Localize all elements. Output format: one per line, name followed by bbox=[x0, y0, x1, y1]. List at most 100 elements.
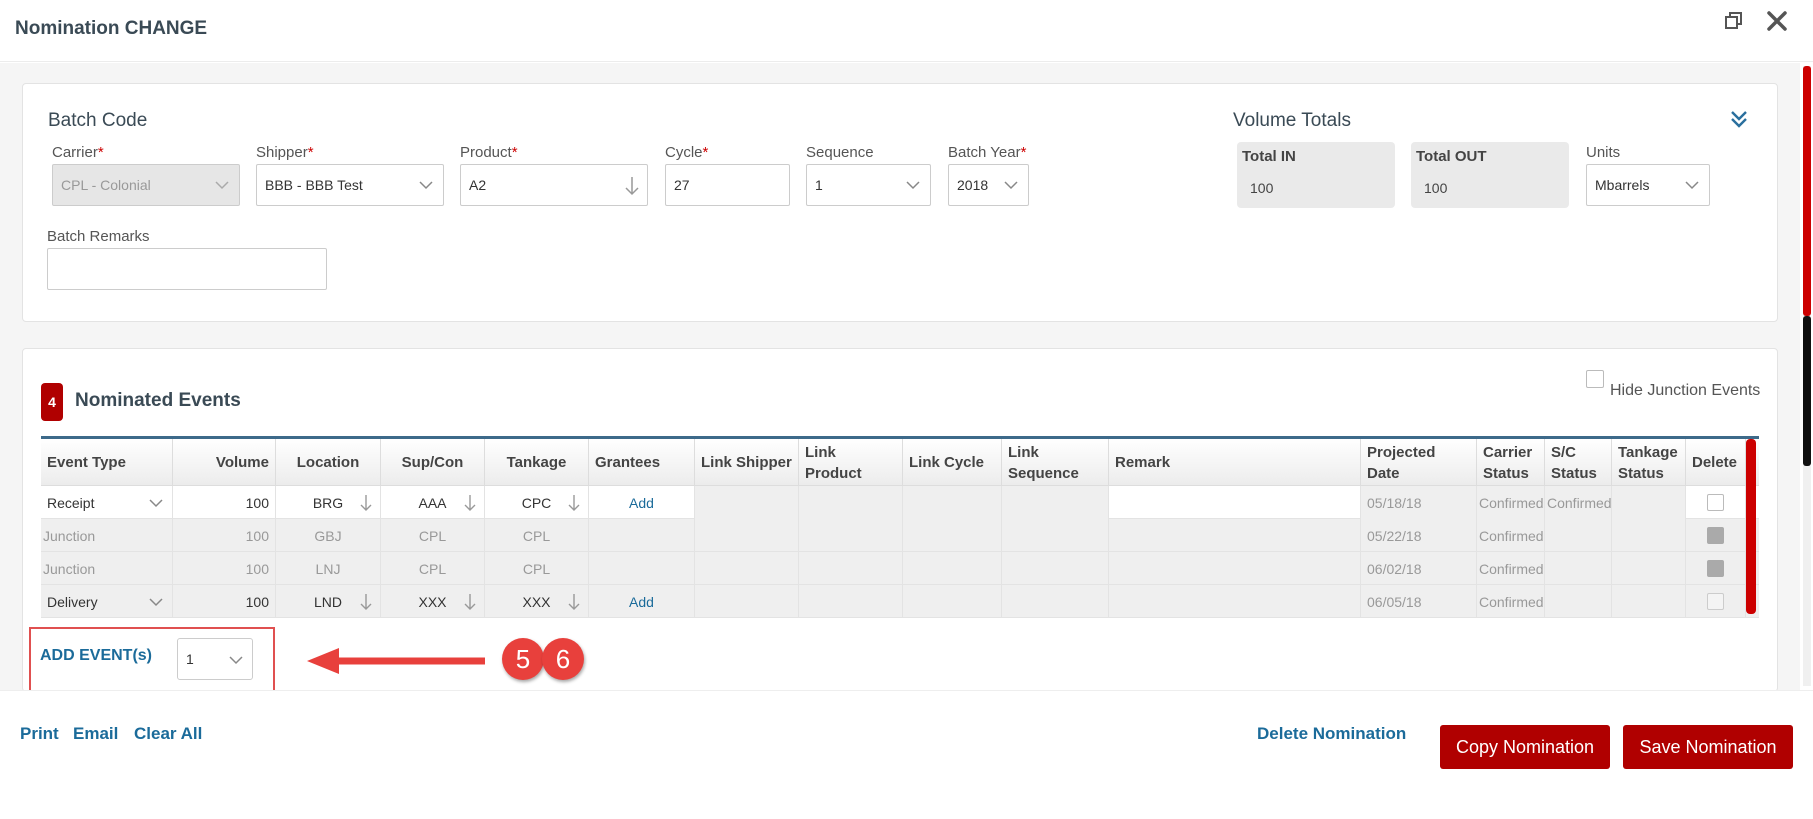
product-lookup[interactable]: A2 bbox=[460, 164, 648, 206]
grid-header: Event Type Volume Location Sup/Con Tanka… bbox=[41, 439, 1759, 486]
cycle-input[interactable]: 27 bbox=[665, 164, 790, 206]
hide-junction-checkbox[interactable] bbox=[1586, 370, 1604, 388]
grid-scrollbar[interactable] bbox=[1746, 439, 1756, 614]
batch-remarks-label: Batch Remarks bbox=[47, 228, 150, 245]
col-carrier-status[interactable]: Carrier Status bbox=[1477, 439, 1545, 486]
col-link-sequence[interactable]: Link Sequence bbox=[1002, 439, 1109, 486]
grantees-add-link[interactable]: Add bbox=[589, 585, 695, 618]
carrier-status-cell: Confirmed bbox=[1477, 486, 1545, 519]
col-volume[interactable]: Volume bbox=[173, 439, 276, 486]
carrier-status-cell: Confirmed bbox=[1477, 552, 1545, 585]
delete-checkbox-cell[interactable] bbox=[1686, 585, 1746, 618]
delete-checkbox[interactable] bbox=[1707, 593, 1724, 610]
callout-step-6: 6 bbox=[542, 638, 584, 680]
col-link-product[interactable]: Link Product bbox=[799, 439, 903, 486]
volume-cell[interactable]: 100 bbox=[173, 486, 276, 519]
collapse-chevrons-icon[interactable] bbox=[1728, 108, 1750, 130]
tankage-cell: CPL bbox=[485, 519, 589, 552]
delete-checkbox-cell bbox=[1686, 519, 1746, 552]
table-row: Receipt 100 BRG AAA CPC Add 05/18/18 Con… bbox=[41, 486, 1759, 519]
hide-junction-toggle[interactable]: Hide Junction Events bbox=[1586, 370, 1760, 399]
location-cell[interactable]: LND bbox=[276, 585, 381, 618]
email-link[interactable]: Email bbox=[73, 724, 119, 743]
sequence-select[interactable]: 1 bbox=[806, 164, 931, 206]
sc-status-cell bbox=[1545, 585, 1612, 618]
table-row: Junction 100 GBJ CPL CPL 05/22/18 Confir… bbox=[41, 519, 1759, 552]
cycle-label: Cycle* bbox=[665, 144, 709, 161]
link-shipper-cell bbox=[695, 552, 799, 585]
window-title: Nomination CHANGE bbox=[15, 18, 208, 39]
col-event-type[interactable]: Event Type bbox=[41, 439, 173, 486]
arrow-down-icon bbox=[360, 495, 372, 511]
total-in-value: 100 bbox=[1250, 180, 1274, 196]
arrow-down-icon bbox=[568, 594, 580, 610]
col-projected-date[interactable]: Projected Date bbox=[1361, 439, 1477, 486]
col-tankage-status[interactable]: Tankage Status bbox=[1612, 439, 1686, 486]
tankage-status-cell bbox=[1612, 519, 1686, 552]
chevron-down-icon bbox=[1685, 181, 1699, 190]
arrow-down-icon bbox=[464, 495, 476, 511]
grantees-cell bbox=[589, 552, 695, 585]
supcon-cell[interactable]: AAA bbox=[381, 486, 485, 519]
col-location[interactable]: Location bbox=[276, 439, 381, 486]
col-delete[interactable]: Delete bbox=[1686, 439, 1746, 486]
volume-cell[interactable]: 100 bbox=[173, 585, 276, 618]
grantees-add-link[interactable]: Add bbox=[589, 486, 695, 519]
link-cycle-cell bbox=[903, 519, 1002, 552]
event-type-select[interactable]: Receipt bbox=[41, 486, 173, 519]
batch-remarks-input[interactable] bbox=[47, 248, 327, 290]
page-scrollbar-segment bbox=[1803, 316, 1811, 466]
col-tankage[interactable]: Tankage bbox=[485, 439, 589, 486]
delete-checkbox-cell[interactable] bbox=[1686, 486, 1746, 519]
page-scrollbar-thumb[interactable] bbox=[1803, 66, 1811, 316]
restore-window-icon[interactable] bbox=[1721, 8, 1747, 34]
add-events-link[interactable]: ADD EVENT(s) bbox=[40, 647, 153, 664]
batch-year-select[interactable]: 2018 bbox=[948, 164, 1029, 206]
save-nomination-button[interactable]: Save Nomination bbox=[1623, 725, 1793, 769]
delete-checkbox[interactable] bbox=[1707, 494, 1724, 511]
tankage-cell[interactable]: CPC bbox=[485, 486, 589, 519]
total-out-box: Total OUT 100 bbox=[1411, 142, 1569, 208]
carrier-label: Carrier* bbox=[52, 144, 104, 161]
shipper-select[interactable]: BBB - BBB Test bbox=[256, 164, 444, 206]
event-type-select[interactable]: Delivery bbox=[41, 585, 173, 618]
col-sc-status[interactable]: S/C Status bbox=[1545, 439, 1612, 486]
sc-status-cell bbox=[1545, 519, 1612, 552]
col-link-cycle[interactable]: Link Cycle bbox=[903, 439, 1002, 486]
volume-totals-title: Volume Totals bbox=[1233, 110, 1351, 131]
arrow-down-icon bbox=[625, 177, 639, 196]
product-label: Product* bbox=[460, 144, 518, 161]
arrow-down-icon bbox=[568, 495, 580, 511]
add-events-count-select[interactable]: 1 bbox=[177, 638, 253, 680]
copy-nomination-button[interactable]: Copy Nomination bbox=[1440, 725, 1610, 769]
remark-input[interactable] bbox=[1109, 486, 1361, 519]
clear-all-link[interactable]: Clear All bbox=[134, 724, 203, 743]
location-cell[interactable]: BRG bbox=[276, 486, 381, 519]
remark-cell bbox=[1109, 552, 1361, 585]
volume-cell: 100 bbox=[173, 552, 276, 585]
nominated-events-title: Nominated Events bbox=[75, 390, 241, 411]
col-remark[interactable]: Remark bbox=[1109, 439, 1361, 486]
tankage-cell[interactable]: XXX bbox=[485, 585, 589, 618]
supcon-cell: CPL bbox=[381, 519, 485, 552]
supcon-cell[interactable]: XXX bbox=[381, 585, 485, 618]
link-sequence-cell bbox=[1002, 585, 1109, 618]
delete-nomination-link[interactable]: Delete Nomination bbox=[1257, 724, 1407, 743]
total-out-value: 100 bbox=[1424, 180, 1448, 196]
remark-cell[interactable] bbox=[1109, 585, 1361, 618]
col-link-shipper[interactable]: Link Shipper bbox=[695, 439, 799, 486]
units-select[interactable]: Mbarrels bbox=[1586, 164, 1710, 206]
carrier-select: CPL - Colonial bbox=[52, 164, 240, 206]
link-product-cell bbox=[799, 486, 903, 519]
supcon-cell: CPL bbox=[381, 552, 485, 585]
close-window-icon[interactable] bbox=[1764, 8, 1790, 34]
sequence-label: Sequence bbox=[806, 144, 874, 161]
col-supcon[interactable]: Sup/Con bbox=[381, 439, 485, 486]
chevron-down-icon bbox=[906, 181, 920, 190]
total-out-label: Total OUT bbox=[1416, 148, 1487, 165]
total-in-box: Total IN 100 bbox=[1237, 142, 1395, 208]
print-link[interactable]: Print bbox=[20, 724, 59, 743]
col-grantees[interactable]: Grantees bbox=[589, 439, 695, 486]
link-shipper-cell bbox=[695, 585, 799, 618]
carrier-status-cell: Confirmed bbox=[1477, 585, 1545, 618]
